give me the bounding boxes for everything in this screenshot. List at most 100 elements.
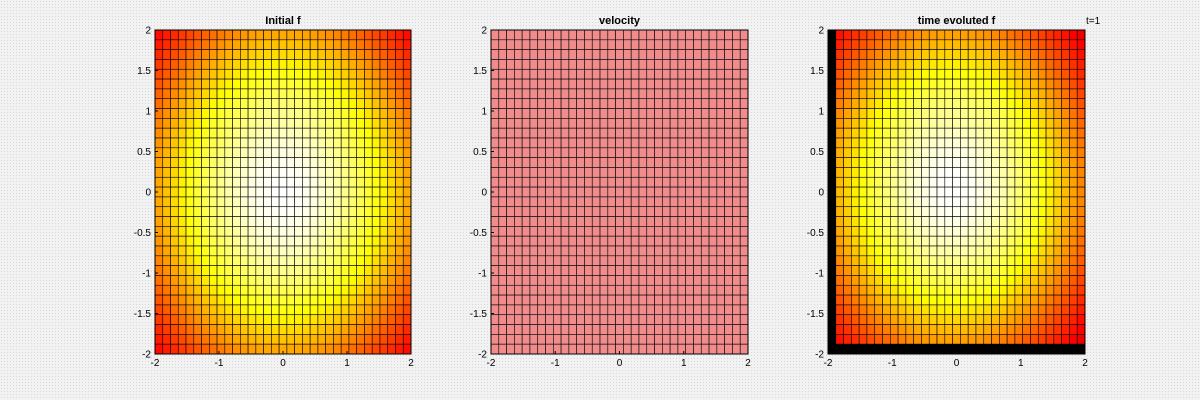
heatmap-cell [897,304,907,316]
heatmap-cell [379,314,389,325]
heatmap-cell [654,127,663,139]
heatmap-cell [638,39,648,50]
heatmap-cell [638,216,648,227]
heatmap-cell [732,98,741,109]
heatmap-cell [286,304,295,316]
heatmap-cell [897,88,907,100]
heatmap-cell [506,186,515,198]
heatmap-cell [224,137,233,149]
heatmap-cell [340,314,350,325]
heatmap-cell [952,88,961,100]
heatmap-cell [177,147,187,158]
heatmap-cell [615,157,624,168]
heatmap-cell [177,157,187,168]
heatmap-cell [177,324,187,335]
heatmap-cell [1069,29,1078,41]
heatmap-cell [835,255,844,266]
heatmap-cell [209,39,218,50]
heatmap-cell [889,147,899,158]
heatmap-cell [662,265,671,276]
heatmap-cell [154,78,164,90]
heatmap-cell [340,334,350,345]
heatmap-cell [999,255,1008,266]
heatmap-cell [193,98,202,109]
heatmap-cell [521,343,531,355]
heatmap-cell [545,137,554,149]
heatmap-cell [607,294,616,306]
heatmap-cell [552,78,562,90]
heatmap-cell [999,29,1008,41]
heatmap-cell [654,294,663,306]
heatmap-cell [263,245,272,257]
heatmap-cell [1061,39,1070,50]
heatmap-cell [201,118,210,129]
heatmap-cell [623,186,632,198]
heatmap-cell [263,78,272,90]
heatmap-cell [371,49,381,60]
heatmap-cell [317,157,326,168]
heatmap-cell [317,127,326,139]
heatmap-cell [356,206,365,217]
heatmap-cell [325,216,334,227]
heatmap-cell [662,294,671,306]
x-tick-label: -1 [551,358,560,369]
heatmap-cell [630,137,640,149]
heatmap-cell [224,108,233,119]
heatmap-cell [379,127,389,139]
heatmap-cell [724,294,733,306]
heatmap-cell [944,157,953,168]
heatmap-cell [490,78,500,90]
heatmap-cell [882,157,891,168]
heatmap-cell [387,216,396,227]
heatmap-cell [498,275,507,286]
heatmap-cell [882,235,891,247]
heatmap-cell [185,314,195,325]
heatmap-cell [724,49,733,60]
heatmap-cell [271,108,280,119]
heatmap-cell [913,98,922,109]
heatmap-cell [1037,29,1047,41]
heatmap-cell [700,206,710,217]
heatmap-cell [560,284,570,296]
heatmap-cell [928,29,938,41]
heatmap-cell [371,196,381,208]
heatmap-cell [662,304,671,316]
heatmap-cell [552,68,562,80]
heatmap-cell [263,137,272,149]
heatmap-cell [247,255,257,266]
heatmap-cell [356,314,365,325]
heatmap-cell [623,275,632,286]
heatmap-cell [882,304,891,316]
heatmap-cell [889,324,899,335]
heatmap-cell [371,186,381,198]
heatmap-cell [490,196,500,208]
heatmap-cell [402,343,412,355]
heatmap-cell [700,275,710,286]
heatmap-cell [677,235,686,247]
heatmap-cell [255,29,264,41]
heatmap-cell [983,226,992,237]
heatmap-cell [278,275,288,286]
heatmap-cell [216,235,226,247]
heatmap-cell [568,39,577,50]
heatmap-cell [693,216,702,227]
heatmap-cell [1014,216,1023,227]
heatmap-cell [348,255,358,266]
heatmap-cell [669,98,679,109]
heatmap-cell [514,226,523,237]
heatmap-cell [913,255,922,266]
heatmap-cell [154,314,164,325]
heatmap-cell [209,216,218,227]
heatmap-cell [395,157,404,168]
heatmap-cell [490,294,500,306]
heatmap-cell [591,275,601,286]
heatmap-cell [317,284,326,296]
heatmap-cell [615,147,624,158]
heatmap-cell [537,304,546,316]
heatmap-cell [402,147,412,158]
heatmap-cell [302,216,311,227]
heatmap-cell [576,88,585,100]
heatmap-cell [154,157,164,168]
heatmap-cell [506,314,515,325]
heatmap-cell [387,39,396,50]
